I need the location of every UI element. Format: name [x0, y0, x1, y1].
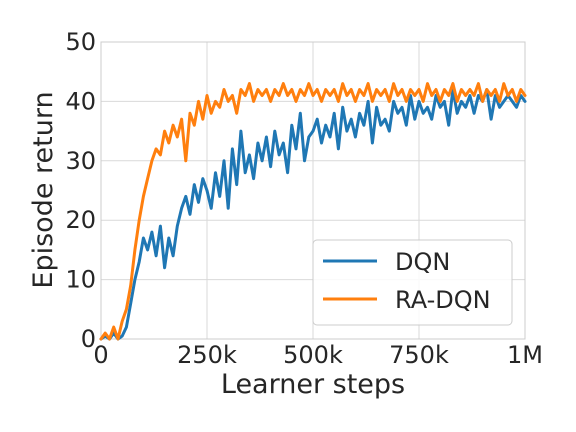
legend: DQN RA-DQN	[312, 239, 513, 326]
series-line-ra-dqn	[99, 82, 527, 341]
y-axis-label: Episode return	[28, 91, 59, 288]
x-tick-label: 0	[93, 341, 108, 369]
x-tick-label: 750k	[389, 341, 449, 369]
y-tick-label: 20	[65, 206, 96, 234]
x-tick-labels: 0 250k 500k 750k 1M	[93, 341, 543, 369]
series-line-dqn	[99, 88, 527, 341]
x-tick-label: 250k	[177, 341, 237, 369]
y-tick-label: 0	[81, 325, 96, 353]
y-tick-label: 30	[65, 147, 96, 175]
plot-frame	[100, 41, 526, 340]
y-tick-label: 10	[65, 266, 96, 294]
y-tick-label: 50	[65, 28, 96, 56]
x-tick-label: 1M	[507, 341, 543, 369]
legend-label-dqn: DQN	[395, 248, 450, 276]
legend-label-ra-dqn: RA-DQN	[395, 286, 491, 314]
y-tick-label: 40	[65, 87, 96, 115]
series-layer	[99, 82, 527, 341]
x-axis-label: Learner steps	[221, 369, 405, 400]
y-tick-labels: 0 10 20 30 40 50	[65, 28, 96, 353]
x-tick-label: 500k	[283, 341, 343, 369]
